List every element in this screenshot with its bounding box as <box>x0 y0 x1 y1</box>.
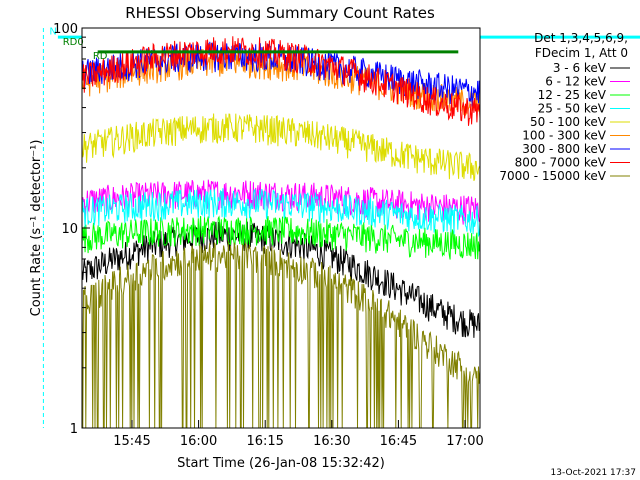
x-tick-label-4: 16:45 <box>380 434 417 449</box>
legend: Det 1,3,4,5,6,9, FDecim 1, Att 0 3 - 6 k… <box>499 31 630 183</box>
legend-label-7: 800 - 7000 keV <box>515 156 607 170</box>
axis-layer: 1 10 100 15:45 16:00 16:15 16:30 16:45 17:00 <box>53 22 484 449</box>
series-layer <box>82 36 480 428</box>
annotation-n: N <box>49 26 56 37</box>
series-line-3 <box>82 188 480 238</box>
y-tick-label-1: 10 <box>61 222 78 237</box>
x-tick-label-2: 16:15 <box>246 434 283 449</box>
series-line-2 <box>82 215 480 260</box>
legend-label-3: 25 - 50 keV <box>538 102 607 116</box>
series-line-8 <box>82 241 480 428</box>
legend-label-2: 12 - 25 keV <box>538 88 607 102</box>
legend-label-1: 6 - 12 keV <box>545 75 607 89</box>
series-line-7 <box>82 36 480 126</box>
y-axis-label: Count Rate (s⁻¹ detector⁻¹) <box>29 140 44 317</box>
series-line-1 <box>82 179 480 225</box>
legend-header-line-2: FDecim 1, Att 0 <box>535 46 628 60</box>
chart-title: RHESSI Observing Summary Count Rates <box>125 4 435 22</box>
annotation-rd0: RD0 <box>63 37 84 48</box>
legend-label-8: 7000 - 15000 keV <box>499 169 606 183</box>
annotation-rd: RD <box>93 51 108 62</box>
x-tick-label-0: 15:45 <box>113 434 150 449</box>
series-line-4 <box>82 113 480 181</box>
legend-header-line-1: Det 1,3,4,5,6,9, <box>534 31 628 45</box>
x-tick-label-5: 17:00 <box>446 434 483 449</box>
legend-label-5: 100 - 300 keV <box>522 129 606 143</box>
overlay-layer: N RD0 RD <box>42 26 640 428</box>
x-tick-label-1: 16:00 <box>180 434 217 449</box>
footer-timestamp: 13-Oct-2021 17:37 <box>551 468 636 478</box>
legend-label-6: 300 - 800 keV <box>522 142 606 156</box>
x-tick-label-3: 16:30 <box>313 434 350 449</box>
legend-label-4: 50 - 100 keV <box>530 115 607 129</box>
legend-label-0: 3 - 6 keV <box>553 61 607 75</box>
y-tick-label-0: 1 <box>70 422 78 437</box>
x-axis-label: Start Time (26-Jan-08 15:32:42) <box>177 456 385 471</box>
y-tick-label-2: 100 <box>53 22 78 37</box>
